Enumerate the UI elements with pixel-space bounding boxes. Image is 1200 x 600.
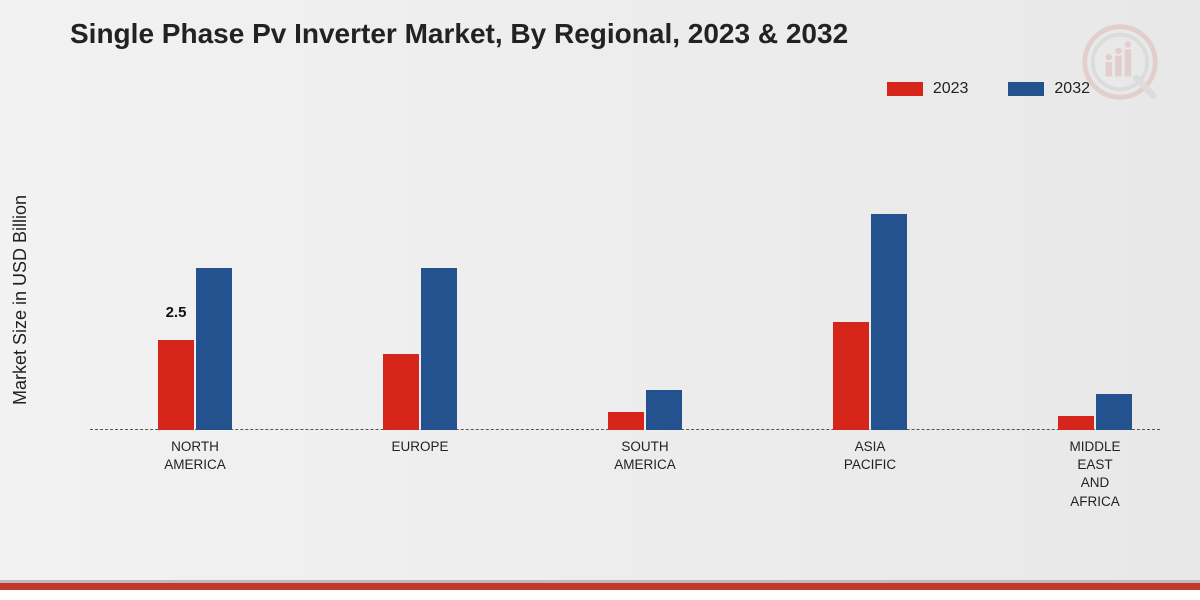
x-axis-label: NORTHAMERICA	[125, 438, 265, 474]
bar	[383, 354, 419, 430]
x-axis-label: ASIAPACIFIC	[800, 438, 940, 474]
y-axis-label: Market Size in USD Billion	[10, 195, 31, 405]
bar	[646, 390, 682, 430]
bar	[158, 340, 194, 430]
bar-group	[833, 214, 907, 430]
legend: 2023 2032	[887, 80, 1090, 98]
bar	[1058, 416, 1094, 430]
bar	[1096, 394, 1132, 430]
bar-group	[608, 390, 682, 430]
bar-group	[1058, 394, 1132, 430]
watermark-logo-icon	[1080, 22, 1160, 102]
bar	[833, 322, 869, 430]
bar	[421, 268, 457, 430]
chart-title: Single Phase Pv Inverter Market, By Regi…	[70, 18, 848, 50]
bar-group	[158, 268, 232, 430]
x-axis-label: SOUTHAMERICA	[575, 438, 715, 474]
legend-item: 2023	[887, 80, 969, 98]
x-axis-label: MIDDLEEASTANDAFRICA	[1025, 438, 1165, 511]
footer-accent-bar	[0, 580, 1200, 590]
bar	[196, 268, 232, 430]
legend-swatch	[1008, 82, 1044, 96]
plot-area: 2.5	[90, 130, 1160, 430]
legend-label: 2023	[933, 80, 969, 98]
bar	[871, 214, 907, 430]
x-axis-label: EUROPE	[350, 438, 490, 456]
bar-group	[383, 268, 457, 430]
bar	[608, 412, 644, 430]
legend-item: 2032	[1008, 80, 1090, 98]
bar-value-label: 2.5	[166, 304, 187, 321]
legend-label: 2032	[1054, 80, 1090, 98]
legend-swatch	[887, 82, 923, 96]
chart-container: Single Phase Pv Inverter Market, By Regi…	[0, 0, 1200, 590]
